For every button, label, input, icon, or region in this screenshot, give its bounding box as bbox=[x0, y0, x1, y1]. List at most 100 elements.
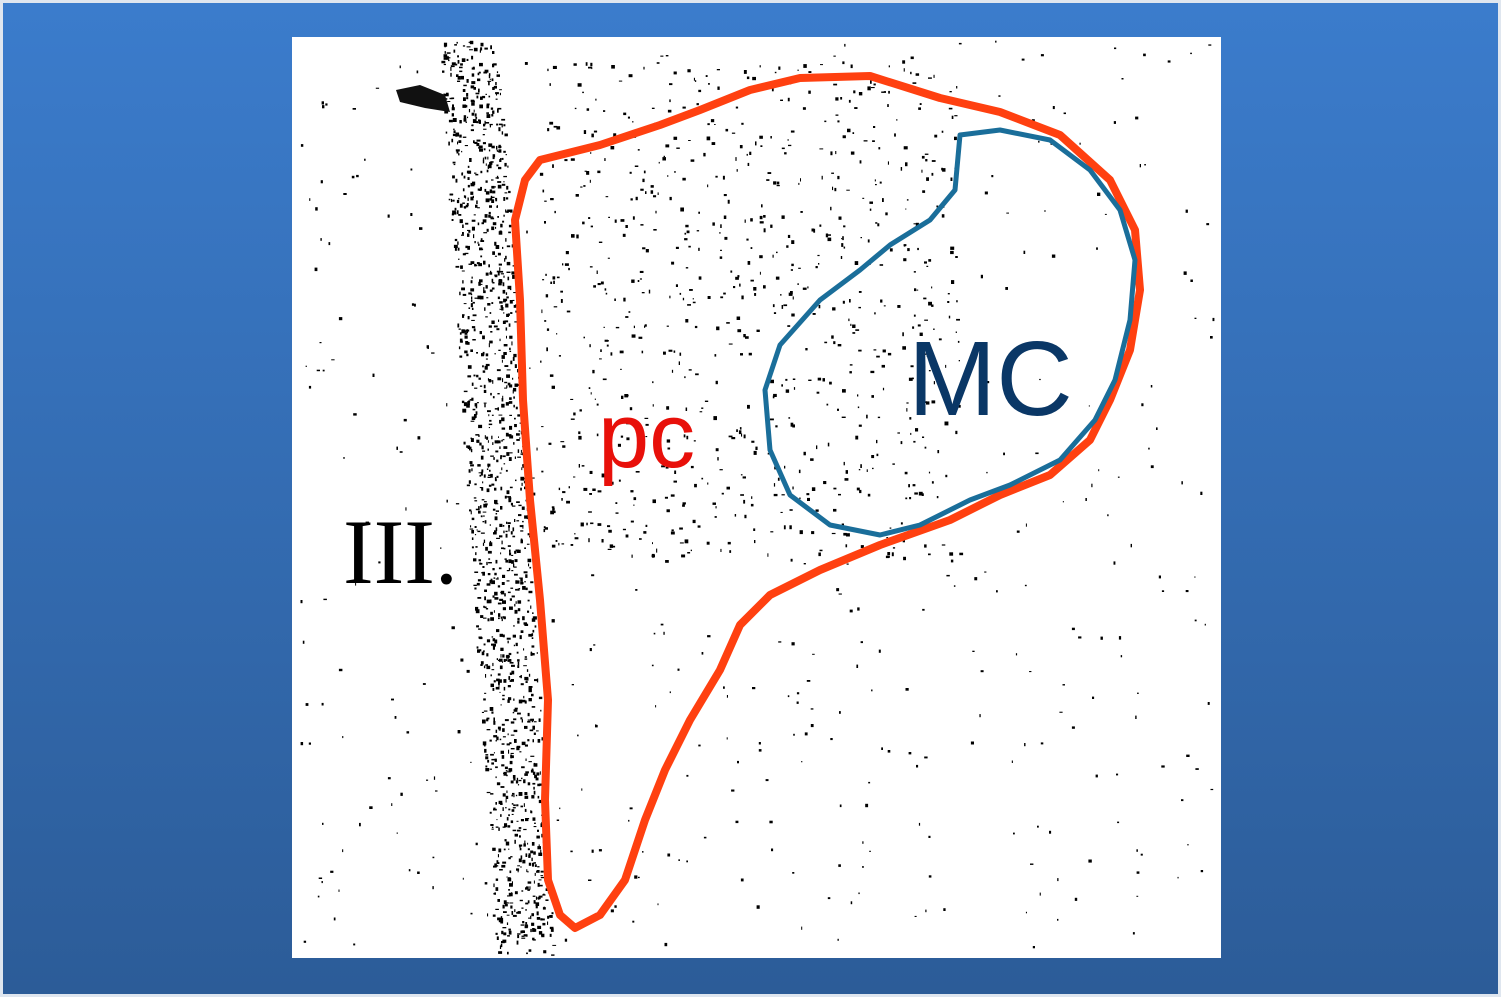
speckle bbox=[500, 224, 502, 228]
speckle bbox=[519, 835, 521, 837]
speckle bbox=[522, 860, 525, 864]
speckle bbox=[508, 559, 511, 563]
speckle bbox=[509, 457, 512, 461]
speckle bbox=[546, 347, 548, 351]
speckle bbox=[623, 298, 625, 302]
speckle bbox=[516, 520, 519, 521]
speckle bbox=[639, 337, 643, 339]
speckle bbox=[474, 588, 476, 590]
speckle bbox=[411, 169, 413, 171]
speckle bbox=[475, 117, 477, 119]
speckle bbox=[760, 221, 764, 223]
speckle bbox=[864, 140, 868, 141]
speckle bbox=[928, 302, 932, 306]
speckle bbox=[593, 644, 595, 645]
speckle bbox=[950, 251, 954, 254]
speckle bbox=[502, 360, 503, 363]
speckle bbox=[498, 603, 502, 605]
speckle bbox=[499, 446, 500, 449]
speckle bbox=[925, 910, 926, 913]
speckle bbox=[522, 616, 525, 620]
speckle bbox=[455, 134, 457, 137]
speckle bbox=[490, 271, 491, 274]
speckle bbox=[513, 807, 516, 808]
speckle bbox=[481, 661, 484, 664]
speckle bbox=[594, 131, 597, 133]
speckle bbox=[520, 488, 522, 491]
speckle bbox=[529, 698, 532, 701]
speckle bbox=[592, 850, 594, 853]
speckle bbox=[531, 923, 534, 926]
speckle bbox=[735, 514, 736, 517]
speckle bbox=[315, 268, 318, 272]
speckle bbox=[487, 303, 490, 306]
speckle bbox=[824, 121, 826, 123]
speckle bbox=[484, 385, 486, 389]
speckle bbox=[855, 436, 858, 440]
speckle bbox=[499, 420, 501, 424]
speckle bbox=[559, 808, 560, 810]
speckle bbox=[427, 347, 429, 349]
speckle bbox=[508, 750, 509, 754]
speckle bbox=[493, 154, 496, 157]
speckle bbox=[533, 817, 536, 820]
speckle bbox=[531, 770, 534, 773]
speckle bbox=[907, 248, 910, 251]
speckle bbox=[817, 392, 820, 394]
speckle bbox=[452, 200, 454, 202]
speckle bbox=[716, 327, 719, 331]
speckle bbox=[468, 365, 472, 369]
speckle bbox=[473, 140, 475, 143]
speckle bbox=[598, 523, 602, 526]
speckle bbox=[842, 61, 844, 64]
speckle bbox=[497, 476, 499, 478]
speckle bbox=[468, 185, 470, 188]
speckle bbox=[508, 522, 511, 524]
speckle bbox=[1141, 403, 1143, 406]
speckle bbox=[524, 841, 525, 845]
speckle bbox=[499, 524, 502, 527]
speckle bbox=[522, 483, 523, 486]
speckle bbox=[502, 541, 503, 545]
speckle bbox=[948, 293, 950, 294]
speckle bbox=[457, 142, 458, 145]
speckle bbox=[541, 875, 544, 876]
speckle bbox=[515, 708, 518, 710]
speckle bbox=[471, 320, 475, 321]
speckle bbox=[1075, 898, 1077, 901]
speckle bbox=[521, 855, 523, 859]
speckle bbox=[460, 265, 463, 269]
speckle bbox=[574, 533, 575, 535]
speckle bbox=[515, 589, 517, 591]
speckle bbox=[799, 470, 801, 473]
speckle bbox=[471, 438, 474, 442]
speckle bbox=[634, 497, 637, 500]
speckle bbox=[543, 894, 545, 895]
speckle bbox=[530, 851, 533, 854]
speckle bbox=[459, 67, 463, 69]
speckle bbox=[604, 327, 605, 328]
speckle bbox=[489, 485, 492, 487]
speckle bbox=[493, 721, 495, 725]
speckle bbox=[859, 92, 862, 95]
speckle bbox=[490, 124, 491, 127]
speckle bbox=[688, 140, 691, 141]
speckle bbox=[352, 176, 355, 179]
speckle bbox=[676, 247, 679, 249]
speckle bbox=[1041, 54, 1044, 56]
speckle bbox=[781, 512, 783, 513]
speckle bbox=[496, 513, 498, 515]
speckle bbox=[929, 875, 932, 877]
speckle bbox=[716, 506, 717, 508]
speckle bbox=[498, 167, 501, 169]
speckle bbox=[569, 486, 570, 488]
speckle bbox=[520, 900, 523, 901]
speckle bbox=[319, 878, 322, 880]
speckle bbox=[503, 124, 505, 126]
speckle bbox=[804, 563, 806, 564]
speckle bbox=[510, 598, 512, 601]
speckle bbox=[532, 612, 534, 614]
speckle bbox=[487, 913, 488, 916]
speckle bbox=[503, 321, 506, 324]
speckle bbox=[496, 740, 498, 741]
